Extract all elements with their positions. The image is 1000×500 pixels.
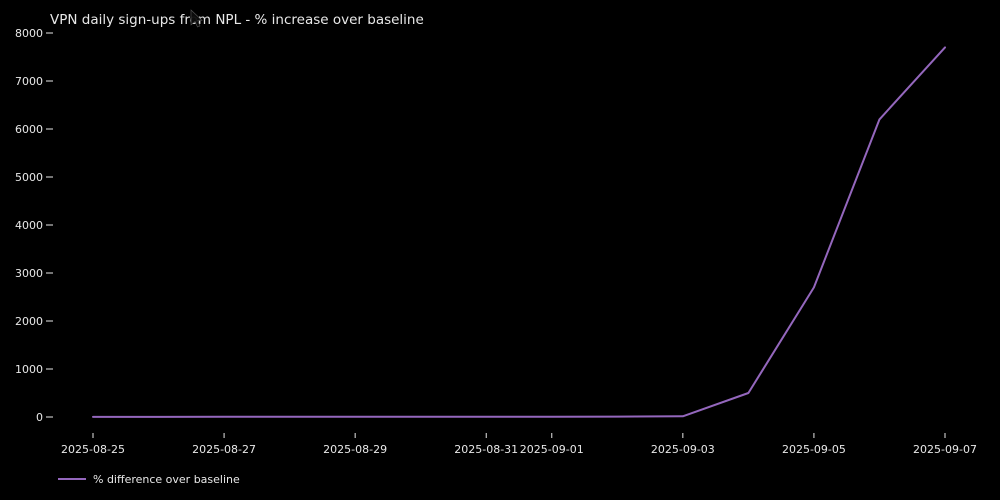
x-tick-label: 2025-08-31 [454,443,518,456]
y-tick-label: 2000 [15,315,43,328]
y-tick-label: 5000 [15,171,43,184]
series-line [92,46,946,418]
y-tick-label: 8000 [15,27,43,40]
y-tick-label: 3000 [15,267,43,280]
x-tick-label: 2025-09-07 [913,443,977,456]
x-tick-label: 2025-09-05 [782,443,846,456]
legend-label: % difference over baseline [93,473,240,486]
chart-title: VPN daily sign-ups from NPL - % increase… [50,12,424,28]
y-tick-label: 7000 [15,75,43,88]
y-tick-label: 4000 [15,219,43,232]
y-tick-label: 6000 [15,123,43,136]
x-tick-label: 2025-08-25 [61,443,125,456]
y-tick-label: 1000 [15,363,43,376]
y-axis: 0 1000 2000 3000 4000 5000 6000 7000 8000 [15,27,53,424]
y-tick-label: 0 [36,411,43,424]
x-tick-label: 2025-08-29 [323,443,387,456]
x-tick-label: 2025-09-03 [651,443,715,456]
mouse-cursor-icon [190,9,203,28]
x-tick-label: 2025-09-01 [520,443,584,456]
x-tick-label: 2025-08-27 [192,443,256,456]
legend: % difference over baseline [58,473,240,486]
x-axis: 2025-08-25 2025-08-27 2025-08-29 2025-08-31… [61,433,977,456]
